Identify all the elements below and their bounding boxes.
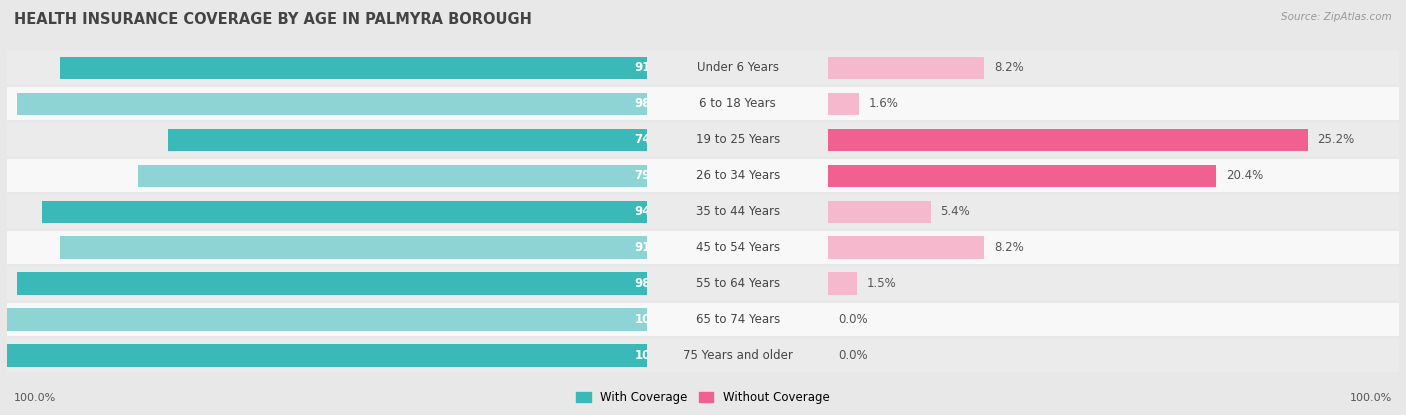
Text: 5.4%: 5.4%: [941, 205, 970, 218]
Text: 74.9%: 74.9%: [634, 133, 675, 146]
Bar: [828, 237, 984, 259]
Bar: [828, 129, 1308, 151]
Bar: [828, 159, 1399, 192]
Bar: [7, 267, 647, 300]
Bar: [828, 87, 1399, 120]
Bar: [59, 56, 647, 79]
Bar: [167, 129, 647, 151]
Bar: [7, 303, 647, 336]
Bar: [138, 164, 647, 187]
Legend: With Coverage, Without Coverage: With Coverage, Without Coverage: [572, 387, 834, 409]
Bar: [828, 272, 856, 295]
Text: 75 Years and older: 75 Years and older: [683, 349, 793, 362]
Bar: [828, 231, 1399, 264]
Bar: [647, 87, 828, 120]
Bar: [7, 87, 647, 120]
Bar: [828, 303, 1399, 336]
Text: 0.0%: 0.0%: [838, 313, 868, 326]
Bar: [828, 123, 1399, 156]
Bar: [647, 159, 828, 192]
Bar: [647, 339, 828, 372]
Bar: [17, 272, 647, 295]
Bar: [647, 123, 828, 156]
Text: 55 to 64 Years: 55 to 64 Years: [696, 277, 780, 290]
Text: 19 to 25 Years: 19 to 25 Years: [696, 133, 780, 146]
Text: 25.2%: 25.2%: [1317, 133, 1354, 146]
Text: 65 to 74 Years: 65 to 74 Years: [696, 313, 780, 326]
Text: 1.6%: 1.6%: [869, 97, 898, 110]
Text: 100.0%: 100.0%: [634, 349, 683, 362]
Text: Source: ZipAtlas.com: Source: ZipAtlas.com: [1281, 12, 1392, 22]
Text: Under 6 Years: Under 6 Years: [697, 61, 779, 74]
Text: 91.8%: 91.8%: [634, 241, 675, 254]
Bar: [7, 195, 647, 228]
Bar: [828, 267, 1399, 300]
Text: 100.0%: 100.0%: [14, 393, 56, 403]
Bar: [7, 339, 647, 372]
Bar: [828, 51, 1399, 84]
Bar: [17, 93, 647, 115]
Text: 91.8%: 91.8%: [634, 61, 675, 74]
Text: 94.6%: 94.6%: [634, 205, 676, 218]
Bar: [59, 237, 647, 259]
Bar: [7, 231, 647, 264]
Text: 100.0%: 100.0%: [634, 313, 683, 326]
Bar: [828, 56, 984, 79]
Bar: [7, 308, 647, 331]
Text: 45 to 54 Years: 45 to 54 Years: [696, 241, 780, 254]
Bar: [647, 267, 828, 300]
Bar: [647, 231, 828, 264]
Text: 79.6%: 79.6%: [634, 169, 675, 182]
Bar: [647, 51, 828, 84]
Text: 100.0%: 100.0%: [1350, 393, 1392, 403]
Text: 35 to 44 Years: 35 to 44 Years: [696, 205, 780, 218]
Bar: [7, 344, 647, 367]
Text: 20.4%: 20.4%: [1226, 169, 1263, 182]
Text: 26 to 34 Years: 26 to 34 Years: [696, 169, 780, 182]
Bar: [828, 164, 1216, 187]
Text: 8.2%: 8.2%: [994, 61, 1024, 74]
Text: 8.2%: 8.2%: [994, 241, 1024, 254]
Text: 98.5%: 98.5%: [634, 277, 676, 290]
Bar: [7, 51, 647, 84]
Text: 98.4%: 98.4%: [634, 97, 676, 110]
Bar: [7, 159, 647, 192]
Text: 1.5%: 1.5%: [866, 277, 896, 290]
Bar: [828, 93, 859, 115]
Bar: [7, 123, 647, 156]
Bar: [828, 200, 931, 223]
Bar: [828, 339, 1399, 372]
Bar: [42, 200, 647, 223]
Bar: [647, 303, 828, 336]
Text: 6 to 18 Years: 6 to 18 Years: [699, 97, 776, 110]
Bar: [828, 195, 1399, 228]
Text: 0.0%: 0.0%: [838, 349, 868, 362]
Bar: [647, 195, 828, 228]
Text: HEALTH INSURANCE COVERAGE BY AGE IN PALMYRA BOROUGH: HEALTH INSURANCE COVERAGE BY AGE IN PALM…: [14, 12, 531, 27]
